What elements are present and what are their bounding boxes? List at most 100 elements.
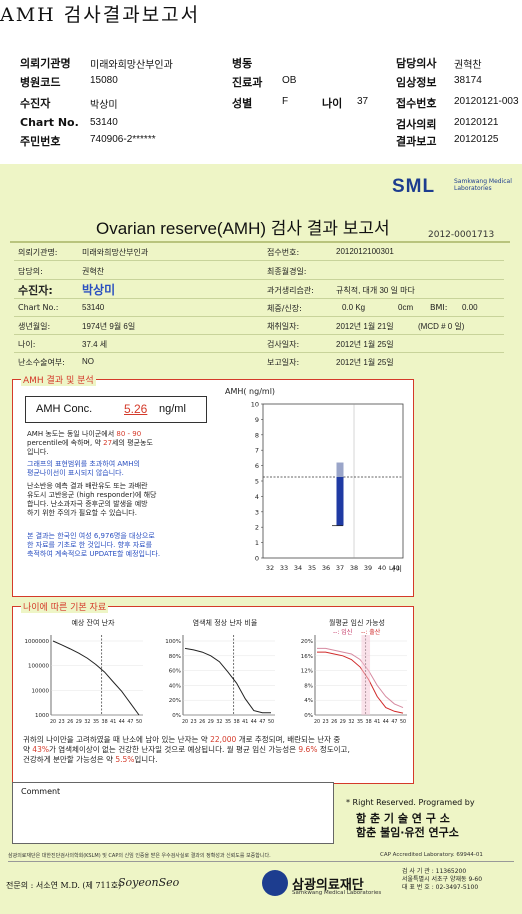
mini-xtick-label: 35 — [357, 719, 363, 725]
amh-ytick-label: 8 — [255, 431, 259, 439]
amh-note1: 난소반응 예측 결과 배란유도 또는 과배란 — [27, 482, 148, 490]
amh-conc-unit: ng/ml — [159, 403, 186, 415]
mini-xtick-label: 35 — [225, 719, 231, 725]
mini-ytick-label: 100000 — [28, 664, 49, 670]
amh-note3: 합니다. 난소과자극 증후군의 발생을 예방 — [27, 500, 148, 508]
rights-text: * Right Reserved. Programed by — [346, 798, 475, 807]
amh-ytick-label: 0 — [255, 555, 259, 563]
age-section-title: 나이에 따른 기본 자료 — [21, 600, 109, 613]
mini-xtick-label: 38 — [366, 719, 372, 725]
amh-xtick-label: 34 — [294, 564, 302, 572]
r-receipt-value: 2012012100301 — [336, 247, 394, 256]
cap-text: CAP Accredited Laboratory. 69944-01 — [380, 852, 483, 858]
r-receipt-label: 접수번호: — [267, 248, 300, 257]
mini-xtick-label: 23 — [191, 719, 197, 725]
r-test-date-label: 검사일자: — [267, 340, 300, 349]
doctor-value: 권혁찬 — [454, 60, 482, 71]
amh-chart-ylabel: AMH( ng/ml) — [225, 387, 275, 396]
amh-xtick-label: 39 — [364, 564, 372, 572]
amh-result-section: AMH 결과 및 분석 AMH Conc. 5.26 ng/ml AMH 농도는… — [12, 373, 414, 597]
amh-conc-label: AMH Conc. — [36, 403, 93, 415]
r-test-date-value: 2012년 1월 25일 — [336, 340, 394, 349]
summary-pct: 43% — [32, 745, 49, 754]
mini-series-line — [317, 647, 404, 709]
amh-xtick-label: 35 — [308, 564, 316, 572]
foundation-name: 삼광의료재단 — [292, 878, 364, 893]
r-height-value: 0cm — [398, 303, 414, 312]
mini-series-line — [52, 640, 140, 716]
mini-xtick-label: 44 — [119, 719, 125, 725]
mini-series-line — [317, 651, 404, 714]
mini-ytick-label: 12% — [301, 669, 313, 675]
report-sheet: SML Samkwang Medical Laboratories Ovaria… — [0, 164, 522, 914]
amh-ytick-label: 3 — [255, 508, 259, 516]
r-cycle-label: 과거생리습관: — [267, 286, 314, 295]
r-collect-value: 2012년 1월 21일 — [336, 322, 394, 331]
amh-section-title: AMH 결과 및 분석 — [21, 373, 96, 386]
comment-box: Comment — [12, 782, 334, 844]
institution-label: 의뢰기관명 — [20, 57, 71, 70]
mini-xtick-label: 47 — [391, 719, 397, 725]
sex-value: F — [282, 96, 289, 107]
test-request-label: 검사의뢰 — [396, 118, 437, 131]
result-report-label: 결과보고 — [396, 135, 437, 148]
mini-ytick-label: 10000 — [32, 688, 50, 694]
hospital-code-label: 병원코드 — [20, 76, 61, 89]
amh-ytick-label: 7 — [255, 447, 259, 455]
r-age-label: 나이: — [18, 340, 36, 349]
department-label: 진료과 — [232, 76, 263, 89]
mini-xtick-label: 50 — [268, 719, 274, 725]
summary-3a: 건강하게 분만할 가능성은 약 — [23, 755, 113, 764]
sml-logo: SML Samkwang Medical Laboratories — [392, 176, 522, 204]
amh-xtick-label: 40 — [378, 564, 386, 572]
amh-disc2: 한 자료를 기초로 한 것입니다. 향후 자료를 — [27, 541, 153, 549]
normal-egg-ratio-chart: 염색체 정상 난자 비율 100% 80% 60% 40% 20% 0%20 23 26 29 32… — [165, 618, 275, 725]
r-patient-value: 박상미 — [82, 283, 116, 297]
amh-xtick-label: 41 — [392, 564, 400, 572]
amh-disc3: 축적하여 계속적으로 UPDATE할 예정입니다. — [27, 550, 161, 558]
amh-text1: AMH 농도는 동일 나이군에서 — [27, 430, 115, 438]
amh-chart-xlabel: 나이 — [389, 564, 402, 573]
lab-name-1: 함 춘 기 술 연 구 소 — [356, 812, 450, 825]
r-cycle-value: 규칙적, 대개 30 일 마다 — [336, 286, 415, 295]
birth-legend: --: 출산 — [361, 628, 381, 636]
mini-xtick-label: 32 — [216, 719, 222, 725]
amh-ytick-label: 9 — [255, 416, 259, 424]
foundation-logo-icon — [262, 870, 288, 896]
mini-ytick-label: 1000000 — [25, 639, 50, 645]
mini-xtick-label: 50 — [400, 719, 406, 725]
mini-xtick-label: 38 — [234, 719, 240, 725]
ward-label: 병동 — [232, 57, 253, 70]
r-institution-label: 의뢰기관명: — [18, 248, 58, 257]
mini-xtick-label: 20 — [50, 719, 56, 725]
mini-xtick-label: 41 — [110, 719, 116, 725]
amh-ytick-label: 2 — [255, 524, 259, 532]
mini-ytick-label: 20% — [301, 639, 313, 645]
r-ovary-value: NO — [82, 357, 94, 366]
report-number: 2012-0001713 — [428, 230, 495, 240]
mini-xtick-label: 41 — [374, 719, 380, 725]
mini-xtick-label: 20 — [314, 719, 320, 725]
amh-note4: 하기 위한 주의가 필요할 수 있습니다. — [27, 509, 137, 517]
r-lmp-label: 최종월경일: — [267, 267, 307, 276]
mini-xtick-label: 29 — [208, 719, 214, 725]
summary-1a: 귀하의 나이만을 고려하였을 때 난소에 남아 있는 난자는 약 — [23, 735, 208, 744]
r-report-date-value: 2012년 1월 25일 — [336, 358, 394, 367]
r-report-date-label: 보고일자: — [267, 358, 300, 367]
amh-blue2: 평균나이선이 표시되지 않습니다. — [27, 469, 124, 477]
r-age-value: 37.4 세 — [82, 340, 108, 349]
mini-ytick-label: 100% — [165, 639, 181, 645]
patient-label: 수진자 — [20, 97, 51, 110]
amh-ytick-label: 4 — [255, 493, 259, 501]
result-report-value: 20120125 — [454, 134, 499, 145]
mini-ytick-label: 80% — [169, 654, 181, 660]
mini-xtick-label: 29 — [340, 719, 346, 725]
age-value: 37 — [357, 96, 369, 107]
mini-xtick-label: 26 — [67, 719, 73, 725]
signature: SoyeonSeo — [118, 876, 180, 889]
mini-xtick-label: 47 — [127, 719, 133, 725]
amh-plot-area — [262, 403, 404, 559]
mini-chart-title: 월평균 임신 가능성 — [329, 618, 385, 627]
age-label: 나이 — [322, 97, 343, 110]
